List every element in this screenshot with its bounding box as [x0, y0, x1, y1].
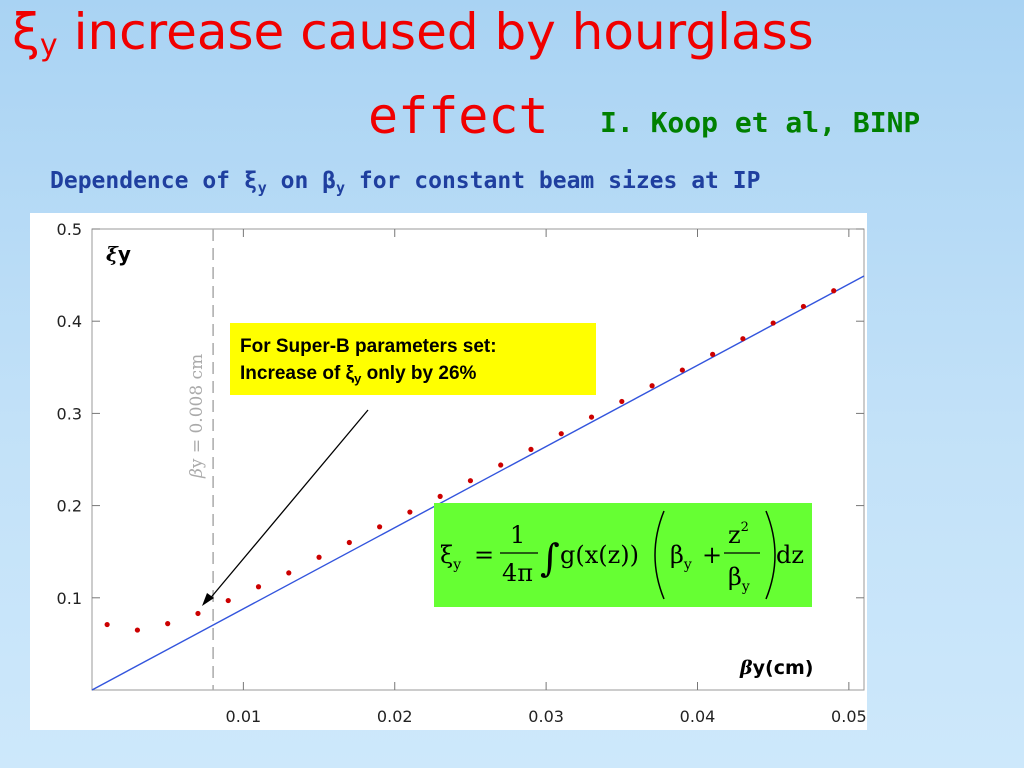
xlabel-text: y(cm) — [753, 657, 814, 679]
callout-line2: Increase of ξy only by 26% — [240, 360, 596, 392]
y-tick-label: 0.1 — [57, 589, 82, 608]
data-point — [346, 539, 352, 546]
formula-beta-sub: y — [683, 557, 692, 573]
formula-right-paren — [765, 510, 776, 600]
formula-frac2-den-sub: y — [741, 579, 750, 595]
reference-vline-label: βy = 0.008 cm — [187, 354, 207, 479]
linear-line-series — [91, 275, 865, 691]
vline-label-text: y = 0.008 cm — [187, 354, 207, 469]
data-point — [255, 584, 262, 590]
callout-arrow-shaft — [207, 409, 369, 602]
data-point — [558, 431, 564, 437]
subtitle-part-a: Dependence of ξ — [50, 168, 258, 194]
formula-numerator: 1 — [510, 521, 525, 549]
ylabel-text: y — [118, 242, 131, 266]
xlabel-symbol: β — [739, 657, 753, 679]
title-line2: effect — [368, 87, 549, 145]
slide-title: ξy increase caused by hourglass — [12, 2, 1012, 76]
x-axis-label: βy(cm) — [739, 657, 813, 679]
plot-frame — [91, 228, 865, 691]
callout-line2-sub: y — [354, 371, 362, 386]
formula-equals: = — [474, 541, 494, 569]
y-tick-label: 0.2 — [57, 497, 82, 516]
data-point — [770, 320, 776, 326]
plot-panel: 0.1 0.2 0.3 0.4 0.5 0.01 0.02 0.03 0.04 0.05 βy … — [30, 213, 867, 730]
formula-svg: ξy = 1 4π ∫ g(x(z)) βy + z2 βy dz — [440, 510, 804, 600]
subtitle-sub2: y — [336, 179, 346, 197]
y-tick-label: 0.3 — [57, 404, 82, 423]
data-point — [800, 303, 807, 310]
data-point — [649, 383, 655, 389]
data-point — [286, 570, 292, 576]
formula-frac2-num-z: z — [728, 521, 741, 549]
formula-frac2-den: βy — [728, 563, 750, 595]
formula-integrand: g(x(z)) — [560, 541, 639, 569]
data-point — [710, 351, 716, 357]
formula-box: ξy = 1 4π ∫ g(x(z)) βy + z2 βy dz — [434, 503, 812, 607]
y-axis-ticks: 0.1 0.2 0.3 0.4 0.5 — [57, 220, 864, 608]
callout-line2-b: only by 26% — [361, 363, 477, 384]
data-point — [467, 478, 474, 484]
data-point — [498, 462, 504, 468]
data-point — [377, 524, 383, 530]
formula-frac2-num-sup: 2 — [741, 520, 749, 535]
ylabel-symbol: ξ — [106, 242, 119, 266]
data-point — [165, 621, 171, 627]
data-point — [619, 398, 625, 405]
formula-lhs: ξy — [440, 541, 461, 573]
subtitle-part-c: for constant beam sizes at IP — [345, 168, 761, 194]
formula-lhs-symbol: ξ — [440, 541, 453, 569]
data-point — [528, 446, 534, 452]
author-credit: I. Koop et al, BINP — [600, 106, 921, 139]
x-tick-label: 0.02 — [377, 707, 413, 726]
data-point — [588, 414, 595, 420]
x-tick-label: 0.01 — [226, 707, 262, 726]
x-tick-label: 0.03 — [528, 707, 564, 726]
formula-differential: dz — [776, 541, 804, 569]
formula-frac2-den-symbol: β — [728, 563, 742, 591]
formula-beta-symbol: β — [670, 541, 684, 569]
y-axis-label: ξy — [106, 242, 131, 266]
callout-box: For Super-B parameters set: Increase of … — [230, 323, 596, 395]
formula-beta: βy — [670, 541, 692, 573]
x-tick-label: 0.05 — [831, 707, 867, 726]
callout-line1: For Super-B parameters set: — [240, 336, 497, 357]
formula-lhs-sub: y — [452, 557, 461, 573]
callout-line2-a: Increase of ξ — [240, 363, 355, 384]
slide-subtitle: Dependence of ξy on βy for constant beam… — [50, 168, 760, 197]
formula-plus: + — [702, 541, 722, 569]
formula-denominator: 4π — [502, 559, 533, 587]
y-tick-label: 0.5 — [57, 220, 82, 239]
title-symbol-sub: y — [39, 28, 58, 63]
data-point — [437, 493, 443, 499]
x-axis-ticks: 0.01 0.02 0.03 0.04 0.05 — [226, 229, 867, 726]
data-point — [831, 288, 837, 294]
subtitle-part-b: on β — [266, 168, 336, 194]
data-point — [679, 367, 685, 373]
data-points — [104, 288, 837, 633]
data-point — [316, 554, 322, 560]
data-point — [104, 621, 110, 628]
title-symbol: ξ — [12, 3, 40, 61]
data-point — [134, 627, 141, 633]
data-point — [740, 336, 746, 342]
vline-label-symbol: β — [187, 468, 207, 479]
data-point — [195, 610, 201, 617]
callout-arrowhead — [202, 593, 214, 606]
formula-integral: ∫ — [540, 536, 560, 580]
x-tick-label: 0.04 — [680, 707, 716, 726]
chart-svg: 0.10.20.30.40.5 0.01 0.02 0.03 0.04 0.05 βy … — [57, 220, 867, 726]
subtitle-sub1: y — [257, 179, 267, 197]
title-line1: increase caused by hourglass — [73, 3, 814, 61]
formula-left-paren — [654, 510, 665, 600]
formula-frac2-num: z2 — [728, 520, 749, 549]
data-point — [407, 509, 413, 515]
data-point — [225, 597, 231, 604]
y-tick-label: 0.4 — [57, 312, 82, 331]
